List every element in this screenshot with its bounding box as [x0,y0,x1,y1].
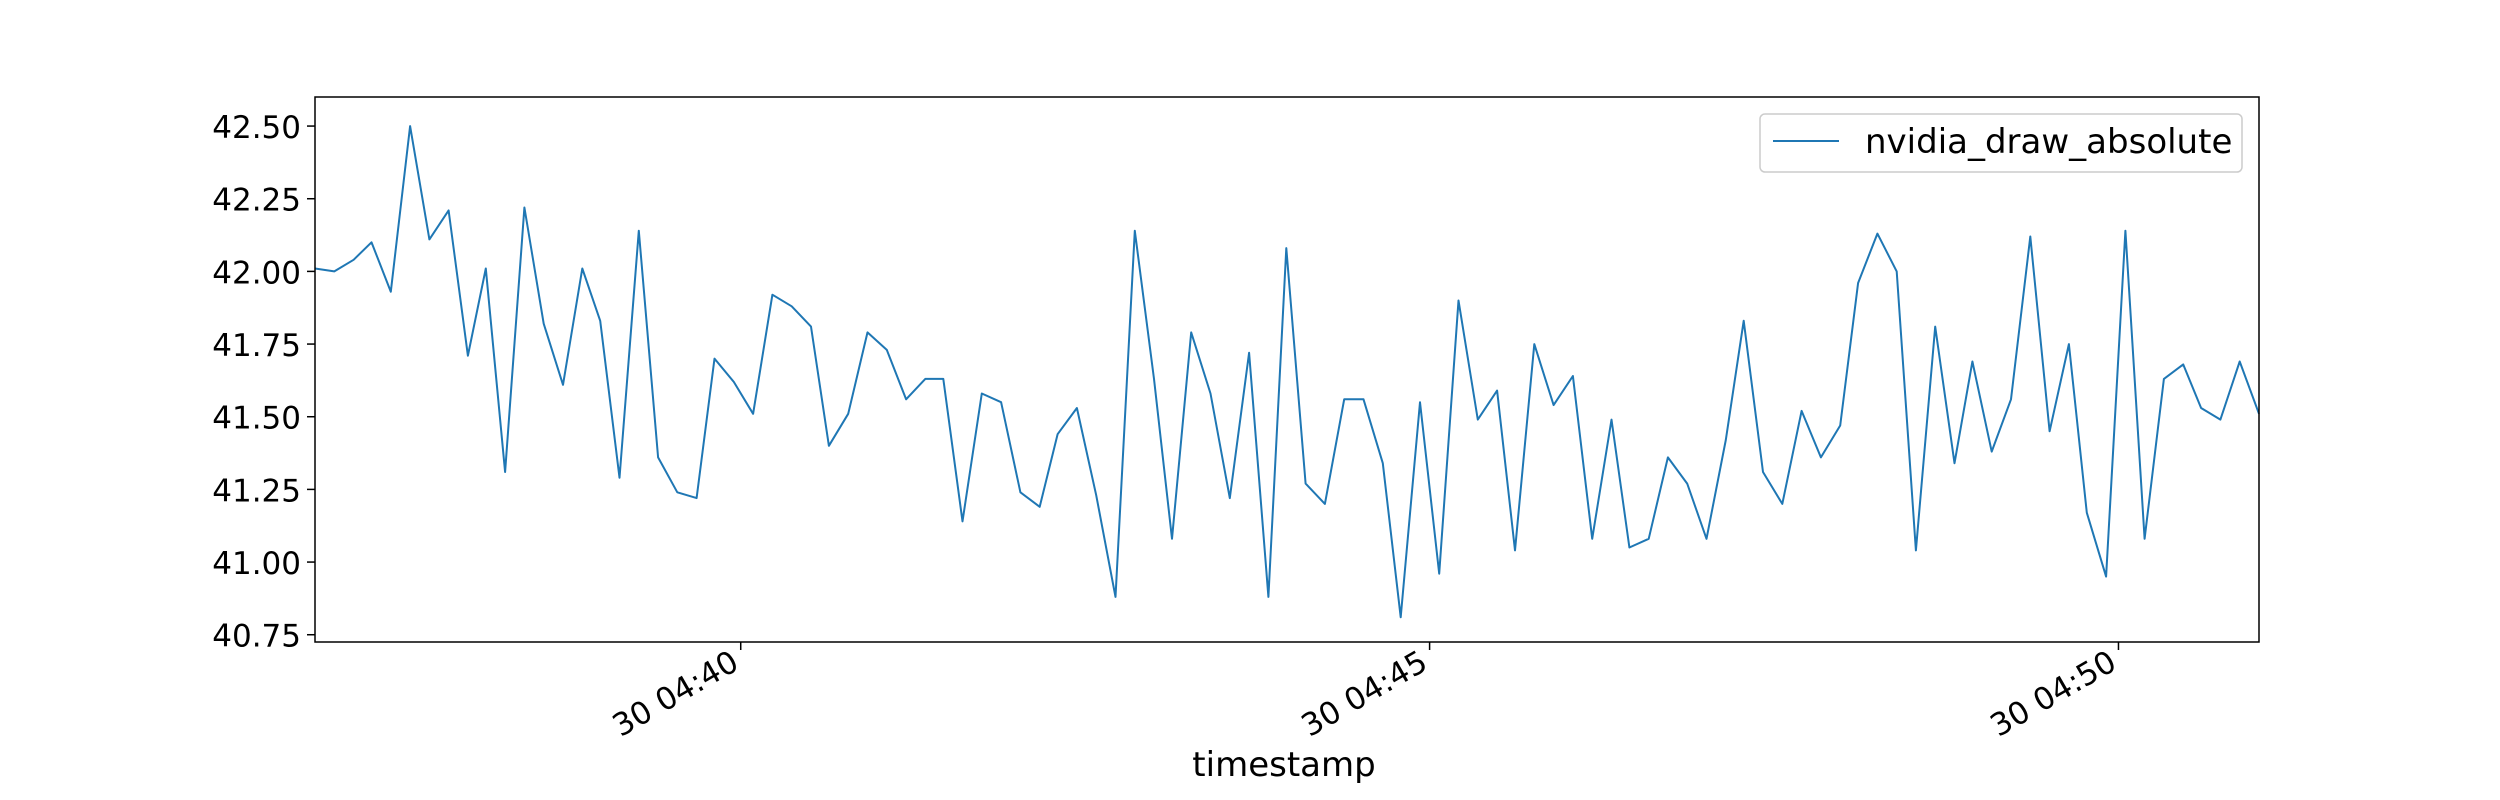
plot-frame [314,96,2260,643]
legend: nvidia_draw_absolute [1759,113,2243,173]
y-axis: 40.75 41.00 41.25 41.50 41.75 42.00 42.25 42.50 [212,110,315,655]
y-tick-label: 41.50 [212,401,301,437]
y-tick-label: 41.00 [212,546,301,582]
legend-box [1759,113,2243,173]
y-tick-label: 42.00 [212,255,301,291]
y-tick-label: 42.50 [212,110,301,146]
plot-area [314,125,2260,619]
series-line-nvidia_draw_absolute [314,125,2260,619]
x-axis-label: timestamp [1192,745,1375,785]
y-tick-label: 41.75 [212,328,301,364]
y-tick-label: 41.25 [212,473,301,509]
y-tick-label: 40.75 [212,619,301,655]
legend-label: nvidia_draw_absolute [1865,122,2232,162]
y-tick-label: 42.25 [212,183,301,219]
